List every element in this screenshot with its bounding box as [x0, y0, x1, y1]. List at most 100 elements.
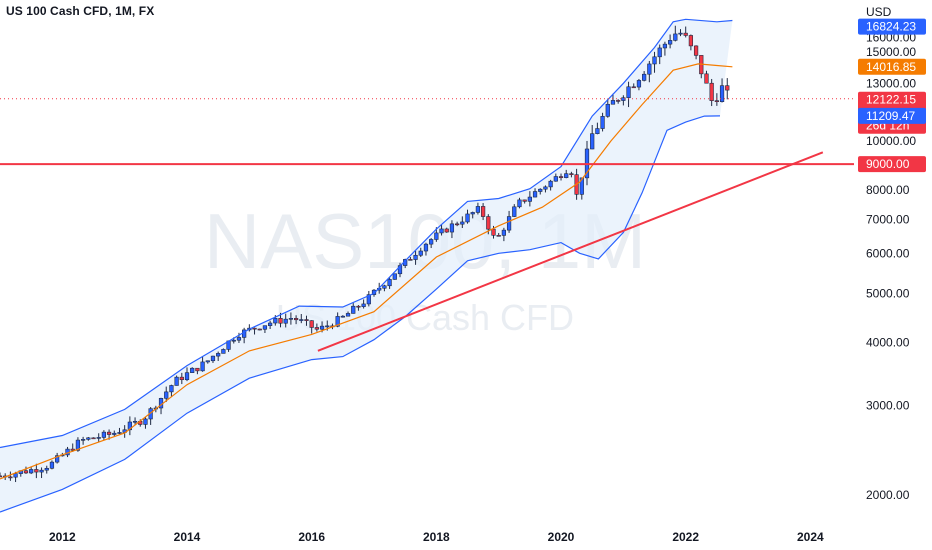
candle-body: [345, 313, 351, 317]
candle: [590, 125, 595, 150]
candle-body: [543, 186, 548, 190]
candle: [683, 26, 688, 38]
candle: [652, 51, 657, 73]
candle: [8, 471, 13, 481]
candle-body: [169, 385, 174, 393]
candle-body: [553, 176, 558, 182]
candle-body: [667, 40, 673, 45]
candle: [13, 471, 18, 483]
candle-body: [538, 188, 543, 192]
candle-body: [642, 73, 647, 81]
candle: [423, 242, 429, 256]
candle-body: [101, 431, 107, 438]
candle-body: [382, 285, 387, 289]
candle: [455, 221, 460, 227]
x-tick-label: 2024: [797, 530, 824, 544]
candle-body: [491, 228, 496, 236]
candle-body: [164, 391, 169, 399]
candle-body: [652, 56, 657, 65]
drawing-layer[interactable]: [0, 151, 854, 352]
candle-body: [351, 305, 356, 314]
price-tag-box: [858, 107, 926, 124]
candle: [164, 386, 169, 402]
candle-body: [366, 294, 371, 305]
candle: [23, 466, 29, 474]
indicator-lines: [0, 18, 854, 513]
band-area: [0, 19, 733, 513]
candle-body: [486, 216, 491, 230]
candle: [527, 191, 532, 207]
candle: [501, 227, 506, 242]
candle-body: [579, 177, 584, 195]
price-tag-box: [858, 18, 926, 35]
price-axis[interactable]: USD 2000.00 3000.00 4000.00 5000.00 6000.00 7…: [866, 5, 916, 502]
candle: [688, 34, 694, 51]
candle-body: [340, 315, 345, 318]
candle-body: [558, 176, 564, 178]
candle: [569, 171, 574, 178]
candle: [351, 303, 356, 314]
candle-body: [626, 86, 631, 99]
candle: [262, 325, 268, 333]
candle-body: [522, 199, 527, 202]
candle: [96, 433, 101, 443]
candle-body: [475, 206, 481, 213]
price-tag: 9000.00: [858, 156, 926, 173]
price-tag-label: 14016.85: [866, 60, 916, 74]
candle: [667, 34, 673, 49]
candle: [340, 315, 345, 318]
candle-body: [29, 469, 34, 474]
candle-body: [174, 376, 179, 386]
candle: [558, 173, 564, 181]
candle-body: [236, 337, 242, 341]
candle-body: [319, 325, 325, 330]
candle-body: [693, 45, 699, 56]
candle: [642, 71, 647, 82]
candle-body: [143, 418, 148, 425]
candle-body: [283, 318, 288, 324]
candle: [361, 299, 366, 309]
candle: [538, 188, 543, 195]
candle-body: [293, 318, 299, 321]
candle-body: [532, 191, 538, 198]
candle: [449, 220, 455, 239]
candle-body: [683, 32, 688, 36]
candle: [382, 284, 387, 292]
candle-body: [621, 97, 626, 101]
time-axis[interactable]: 2012 2014 2016 2018 2020 2022 2024: [49, 530, 824, 544]
candle: [480, 203, 486, 221]
candle: [444, 227, 449, 233]
candle-body: [465, 213, 470, 223]
trendline: [317, 151, 824, 352]
x-tick-label: 2022: [672, 530, 699, 544]
x-tick-label: 2016: [298, 530, 325, 544]
x-tick-label: 2018: [423, 530, 450, 544]
candle: [408, 256, 413, 261]
candle-body: [423, 243, 429, 252]
candle-body: [86, 437, 91, 440]
price-tag-label: 12122.15: [866, 93, 916, 107]
candle: [91, 437, 96, 440]
candle-body: [704, 73, 709, 84]
candle: [39, 467, 44, 479]
candle-body: [257, 328, 262, 331]
bollinger-lower-line: [0, 115, 721, 513]
candle: [725, 78, 730, 100]
candle: [366, 290, 371, 307]
candle-body: [480, 206, 486, 217]
candle: [268, 320, 273, 330]
candle: [210, 355, 216, 363]
candle: [548, 179, 553, 191]
candle-body: [455, 223, 460, 226]
candle-body: [434, 232, 439, 240]
candle: [44, 465, 49, 474]
candle-body: [496, 235, 501, 237]
candle: [673, 25, 678, 42]
candle-body: [49, 461, 55, 469]
candle: [579, 177, 584, 200]
candle-body: [387, 279, 392, 287]
candle: [252, 327, 257, 335]
candle-body: [356, 305, 361, 308]
